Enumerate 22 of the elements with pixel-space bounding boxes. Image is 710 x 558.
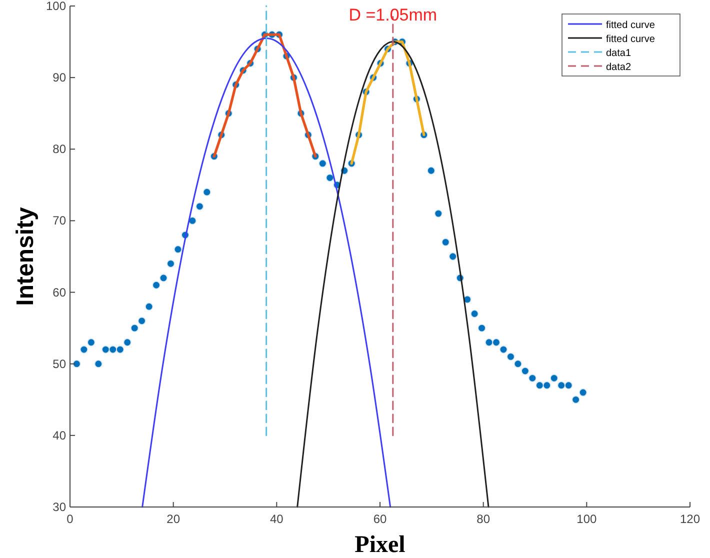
legend-label: data1 — [606, 48, 632, 59]
legend-label: fitted curve — [606, 34, 656, 45]
y-tick-label: 100 — [46, 0, 66, 13]
legend-label: data2 — [606, 62, 632, 73]
x-tick-label: 120 — [680, 512, 700, 526]
y-tick-label: 50 — [52, 356, 66, 371]
x-tick-label: 100 — [576, 512, 597, 526]
legend-label: fitted curve — [606, 20, 656, 31]
x-tick-label: 60 — [373, 512, 387, 526]
y-axis-title: Intensity — [12, 206, 39, 306]
x-tick-label: 40 — [270, 512, 284, 526]
x-tick-label: 80 — [476, 512, 490, 526]
y-tick-label: 40 — [52, 428, 66, 442]
y-tick-label: 80 — [52, 142, 66, 156]
x-tick-label: 20 — [166, 512, 180, 526]
x-axis-title: Pixel — [354, 532, 406, 558]
y-tick-label: 60 — [52, 285, 66, 300]
y-tick-label: 70 — [52, 214, 66, 228]
x-tick-label: 0 — [66, 512, 74, 526]
y-tick-label: 30 — [52, 500, 66, 514]
y-tick-label: 90 — [52, 70, 66, 85]
annotation: D =1.05mm — [348, 5, 438, 24]
